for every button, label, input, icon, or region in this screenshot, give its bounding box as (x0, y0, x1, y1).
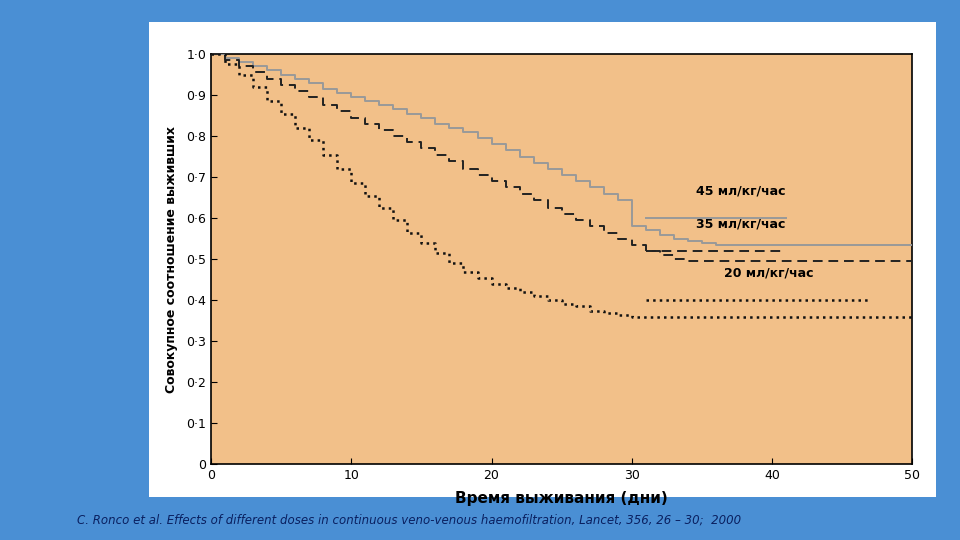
Y-axis label: Совокупное соотношение выживших: Совокупное соотношение выживших (165, 126, 178, 393)
X-axis label: Время выживания (дни): Время выживания (дни) (455, 491, 668, 505)
Text: 20 мл/кг/час: 20 мл/кг/час (725, 267, 814, 280)
Text: C. Ronco et al. Effects of different doses in continuous veno-venous haemofiltra: C. Ronco et al. Effects of different dos… (77, 514, 741, 526)
Text: 45 мл/кг/час: 45 мл/кг/час (696, 185, 786, 198)
Text: 35 мл/кг/час: 35 мл/кг/час (697, 218, 786, 231)
